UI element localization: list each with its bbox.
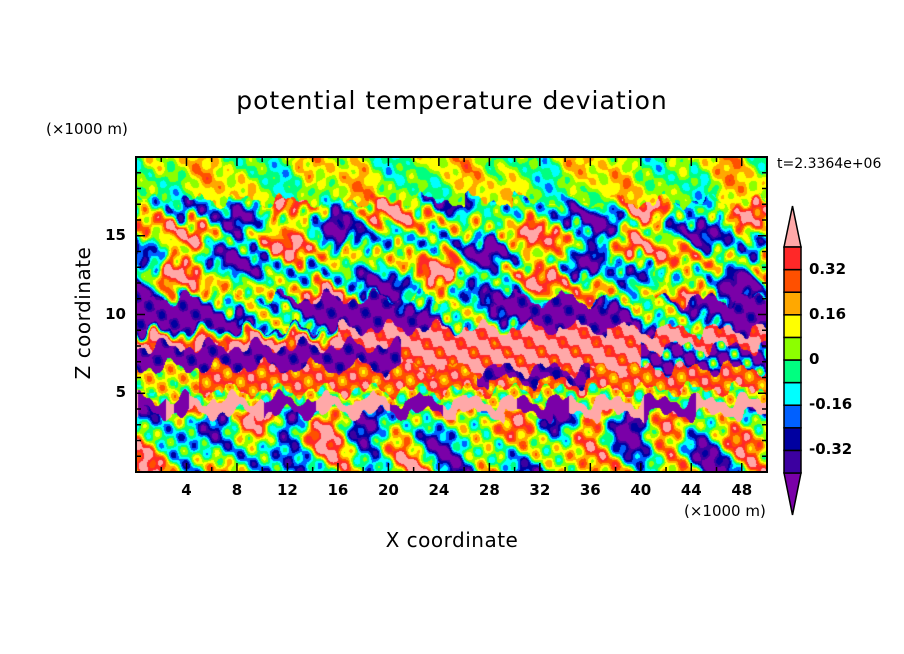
x-axis-unit: (×1000 m) bbox=[684, 502, 766, 520]
x-tick-label: 24 bbox=[428, 481, 450, 499]
x-axis-label: X coordinate bbox=[385, 528, 519, 552]
colorbar-extend-max bbox=[783, 205, 802, 248]
colorbar-box bbox=[783, 359, 802, 384]
x-tick-label: 12 bbox=[277, 481, 298, 499]
x-tick-label: 40 bbox=[630, 481, 652, 499]
x-tick-label: 20 bbox=[377, 481, 399, 499]
colorbar-box bbox=[783, 246, 802, 271]
colorbar-box bbox=[783, 314, 802, 339]
x-tick-label: 4 bbox=[181, 481, 192, 499]
y-axis-unit: (×1000 m) bbox=[46, 120, 128, 138]
x-tick-label: 28 bbox=[478, 481, 500, 499]
x-tick-label: 36 bbox=[579, 481, 601, 499]
time-label: t=2.3364e+06 bbox=[777, 156, 882, 172]
colorbar-box bbox=[783, 449, 802, 474]
chart-title: potential temperature deviation bbox=[236, 86, 668, 115]
colorbar-box bbox=[783, 427, 802, 452]
x-tick-label: 8 bbox=[231, 481, 243, 499]
y-tick-label: 15 bbox=[105, 225, 126, 244]
colorbar-label: -0.32 bbox=[809, 440, 853, 459]
colorbar-box bbox=[783, 404, 802, 429]
y-tick-label: 5 bbox=[115, 383, 126, 402]
x-tick-label: 16 bbox=[327, 481, 349, 499]
x-tick-label: 44 bbox=[680, 481, 702, 499]
colorbar-box bbox=[783, 291, 802, 316]
colorbar-box bbox=[783, 381, 802, 406]
contour-plot-area bbox=[136, 157, 767, 472]
colorbar-label: 0 bbox=[809, 350, 820, 368]
x-tick-label: 48 bbox=[731, 481, 753, 499]
colorbar-label: 0.32 bbox=[809, 259, 847, 278]
colorbar-label: 0.16 bbox=[809, 304, 847, 323]
colorbar-extend-min bbox=[783, 472, 802, 516]
y-tick-label: 10 bbox=[105, 304, 126, 323]
x-tick-label: 32 bbox=[529, 481, 551, 499]
plot-frame bbox=[135, 156, 768, 473]
colorbar-label: -0.16 bbox=[809, 395, 853, 414]
colorbar-box bbox=[783, 336, 802, 361]
colorbar-box bbox=[783, 268, 802, 293]
